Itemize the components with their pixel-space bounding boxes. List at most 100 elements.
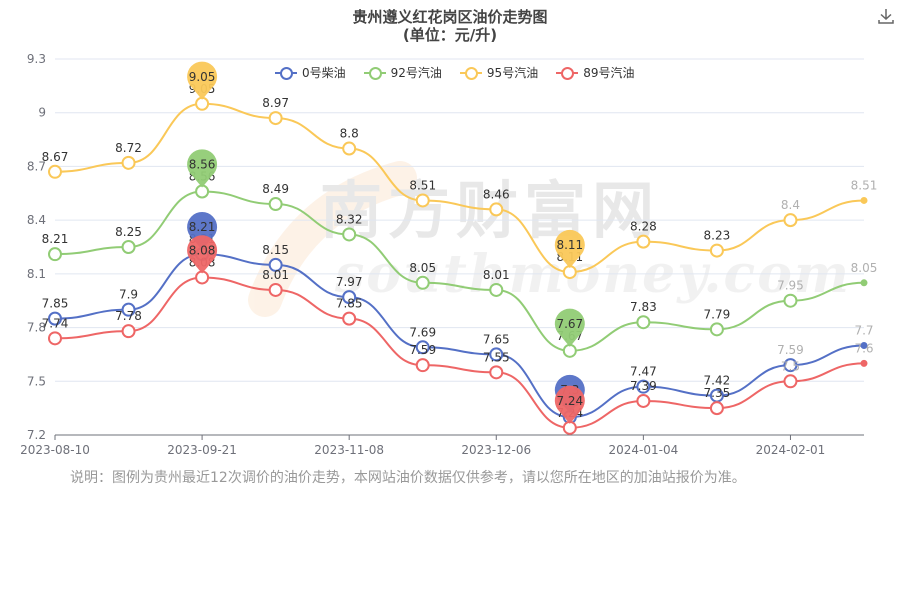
download-icon[interactable] (876, 6, 896, 26)
y-tick-label: 9.3 (27, 52, 46, 66)
chart-subtitle: (单位：元/升) (402, 26, 498, 44)
data-points (48, 96, 868, 435)
legend-item[interactable]: 89号汽油 (556, 64, 634, 81)
data-point (860, 279, 868, 287)
data-label: 7.79 (704, 307, 731, 321)
legend-marker-icon (363, 66, 386, 80)
legend-marker-icon (556, 66, 579, 80)
data-label: 7.35 (704, 386, 731, 400)
data-label: 8.97 (262, 96, 289, 110)
data-label: 8.05 (851, 261, 878, 275)
data-point (121, 240, 136, 254)
data-label: 7.85 (336, 297, 363, 311)
legend-label: 92号汽油 (390, 66, 442, 80)
data-label: 8.21 (42, 232, 69, 246)
axes: 7.2 7.5 7.8 8.1 8.4 8.7 9 9.3 2023-08-10 2023-09-… (20, 52, 864, 457)
data-point (860, 341, 868, 349)
data-label: 7.42 (704, 374, 731, 388)
data-label: 7.74 (42, 316, 69, 330)
data-point (860, 359, 868, 367)
legend-label: 0号柴油 (302, 66, 346, 80)
data-label: 8.28 (630, 220, 657, 234)
extreme-pin-label: 8.56 (189, 157, 216, 171)
data-label: 8.51 (851, 178, 878, 192)
data-point (783, 213, 798, 228)
data-label: 7.59 (777, 343, 804, 357)
data-label: 8.46 (483, 187, 510, 201)
data-point (342, 311, 357, 326)
data-label: 7.85 (42, 297, 69, 311)
legend-marker-icon (275, 66, 297, 80)
y-tick-label: 7.2 (27, 428, 46, 442)
extreme-pin-label: 8.11 (556, 238, 583, 252)
data-label: 8.72 (115, 141, 142, 155)
data-label: 7.5 (781, 359, 800, 373)
x-tick-label: 2024-01-04 (608, 443, 678, 457)
watermark-text-cn: 南方财富网 (320, 174, 660, 247)
data-point (860, 196, 868, 204)
data-point (709, 401, 724, 416)
data-point (268, 197, 283, 212)
data-point (48, 247, 62, 262)
data-point (709, 322, 724, 337)
data-label: 7.95 (777, 279, 804, 293)
data-label: 8.49 (262, 182, 289, 196)
data-point (268, 257, 283, 272)
extreme-pin-label: 8.08 (189, 243, 216, 257)
data-point (783, 358, 798, 373)
data-point (121, 302, 136, 317)
data-point (415, 275, 430, 290)
data-label: 7.83 (630, 300, 657, 314)
extreme-pin-marker (187, 61, 218, 100)
series-line (54, 190, 865, 352)
data-label: 7.69 (409, 325, 436, 339)
data-point (489, 365, 504, 380)
data-point (783, 293, 798, 308)
data-point (636, 234, 651, 249)
extreme-pin-label: 9.05 (189, 70, 216, 84)
data-label: 7.6 (854, 341, 873, 355)
data-point (489, 202, 504, 217)
data-point (489, 282, 504, 297)
data-label: 8.67 (42, 150, 69, 164)
data-label: 7.47 (630, 365, 657, 379)
extreme-pin-marker (554, 308, 585, 347)
data-label: 8.15 (262, 243, 289, 257)
data-label: 7.39 (630, 379, 657, 393)
extreme-pin-label: 7.67 (556, 317, 583, 331)
y-tick-label: 8.4 (27, 213, 46, 227)
data-point (48, 311, 62, 326)
series-line (54, 276, 865, 429)
legend-item[interactable]: 0号柴油 (275, 64, 346, 81)
data-label: 8.01 (483, 268, 510, 282)
extreme-pin-marker (187, 235, 218, 274)
data-label: 7.78 (115, 309, 142, 323)
x-tick-label: 2023-12-06 (461, 443, 531, 457)
extreme-pin-label: 8.21 (189, 220, 216, 234)
data-point (48, 331, 62, 346)
data-point (489, 347, 504, 362)
data-point (342, 290, 357, 305)
data-point (783, 374, 798, 389)
data-label: 8.23 (704, 229, 731, 243)
legend-item[interactable]: 92号汽油 (363, 64, 442, 81)
y-tick-label: 8.7 (27, 159, 46, 173)
legend-label: 89号汽油 (583, 66, 635, 80)
x-tick-label: 2023-11-08 (314, 443, 384, 457)
data-point (342, 227, 357, 242)
grid-lines (55, 58, 864, 382)
data-point (636, 315, 651, 330)
chart-legend: 0号柴油 92号汽油 95号汽油 89号汽油 (275, 64, 634, 81)
data-point (268, 282, 283, 297)
data-point (636, 379, 651, 394)
data-point (415, 340, 430, 355)
y-tick-label: 9 (38, 106, 46, 120)
legend-marker-icon (459, 66, 482, 80)
data-label: 7.65 (483, 332, 510, 346)
legend-label: 95号汽油 (486, 66, 539, 80)
extreme-pins: 8.217.38.567.679.058.118.087.24 (187, 61, 585, 424)
data-label: 8.4 (781, 198, 800, 212)
legend-item[interactable]: 95号汽油 (459, 64, 539, 81)
x-tick-label: 2024-02-01 (756, 443, 826, 457)
